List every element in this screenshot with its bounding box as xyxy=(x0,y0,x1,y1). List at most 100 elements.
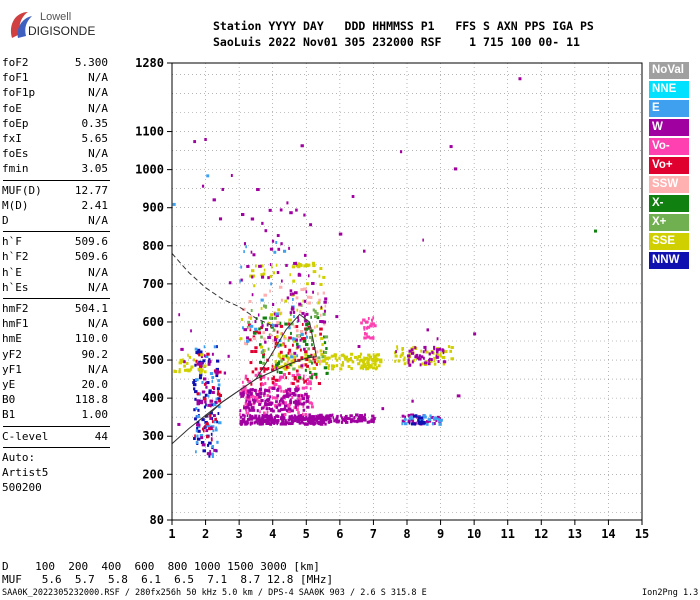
echo-mark xyxy=(282,249,287,253)
echo-mark xyxy=(247,400,252,404)
echo-mark xyxy=(324,297,328,301)
panel-separator xyxy=(3,231,110,233)
echo-mark xyxy=(316,421,320,425)
echo-mark xyxy=(215,426,218,430)
echo-mark xyxy=(250,269,255,273)
echo-mark xyxy=(394,351,397,355)
echo-mark xyxy=(305,323,308,327)
echo-mark xyxy=(216,397,221,401)
logo-swirl-icon xyxy=(10,12,32,38)
echo-mark xyxy=(243,341,248,345)
echo-mark xyxy=(287,410,291,414)
echo-mark xyxy=(214,428,218,432)
param-label: yE xyxy=(2,378,16,391)
echo-mark xyxy=(359,414,364,418)
echo-mark xyxy=(422,238,424,242)
echo-mark xyxy=(241,417,246,421)
echo-mark xyxy=(244,374,248,378)
echo-mark xyxy=(308,413,311,417)
echo-mark xyxy=(183,360,186,364)
echo-mark xyxy=(251,406,255,410)
echo-mark xyxy=(367,316,370,320)
legend: NoVal NNE E W Vo- Vo+ SSW X- X+ SSE NNW xyxy=(649,62,691,271)
echo-mark xyxy=(360,321,363,325)
echo-mark xyxy=(436,415,440,419)
echo-mark xyxy=(430,415,434,419)
legend-item-e: E xyxy=(649,100,689,117)
echo-mark xyxy=(257,331,262,335)
echo-mark xyxy=(324,335,329,339)
echo-mark xyxy=(300,366,304,370)
echo-mark xyxy=(423,415,427,419)
echo-mark xyxy=(282,390,286,394)
echo-mark xyxy=(317,292,319,296)
echo-mark xyxy=(277,418,280,422)
x-tick-label: 6 xyxy=(336,527,343,541)
echo-mark xyxy=(252,253,256,257)
echo-mark xyxy=(302,408,306,412)
echo-mark xyxy=(221,187,225,191)
echo-mark xyxy=(277,247,281,251)
echo-mark xyxy=(287,371,291,375)
echo-mark xyxy=(414,346,417,350)
echo-mark xyxy=(302,336,306,340)
echo-mark xyxy=(200,399,204,403)
echo-mark xyxy=(280,415,284,419)
echo-mark xyxy=(254,416,257,420)
param-label: foEp xyxy=(2,116,29,130)
echo-mark xyxy=(207,424,211,428)
echo-mark xyxy=(246,413,249,417)
echo-mark xyxy=(239,337,243,341)
echo-mark xyxy=(363,358,366,362)
echo-mark xyxy=(241,391,244,395)
echo-mark xyxy=(290,401,292,405)
echo-mark xyxy=(296,265,301,269)
echo-mark xyxy=(180,359,184,363)
y-tick-label: 300 xyxy=(142,429,164,443)
param-label: foF1 xyxy=(2,71,29,85)
echo-mark xyxy=(442,351,445,355)
echo-mark xyxy=(304,263,308,267)
echo-mark xyxy=(253,399,257,403)
echo-mark xyxy=(371,362,373,366)
echo-mark xyxy=(295,387,298,391)
echo-mark xyxy=(249,274,253,278)
echo-mark xyxy=(259,367,264,371)
echo-mark xyxy=(407,361,410,365)
legend-item-ssw: SSW xyxy=(649,176,689,193)
echo-mark xyxy=(304,327,308,331)
echo-mark xyxy=(239,279,241,283)
echo-mark xyxy=(248,315,251,319)
echo-mark xyxy=(304,299,307,303)
echo-mark xyxy=(246,336,250,340)
echo-mark xyxy=(410,422,414,426)
echo-mark xyxy=(290,409,294,413)
echo-mark xyxy=(428,352,431,356)
echo-mark xyxy=(359,418,362,422)
panel-separator xyxy=(3,179,110,181)
echo-mark xyxy=(190,329,192,333)
echo-mark xyxy=(262,394,266,398)
echo-mark xyxy=(397,359,401,363)
echo-mark xyxy=(356,420,359,424)
echo-mark xyxy=(374,357,379,361)
echo-mark xyxy=(400,150,403,154)
echo-mark xyxy=(449,145,453,149)
echo-mark xyxy=(365,367,367,371)
echo-mark xyxy=(259,377,262,381)
echo-mark xyxy=(209,411,213,415)
echo-mark xyxy=(243,390,245,394)
echo-mark xyxy=(264,367,269,371)
legend-item-x-: X+ xyxy=(649,214,689,231)
echo-mark xyxy=(246,422,249,426)
echo-mark xyxy=(275,363,279,367)
echo-mark xyxy=(438,347,442,351)
param-label: foE xyxy=(2,101,22,115)
echo-mark xyxy=(216,359,220,363)
echo-mark xyxy=(270,313,274,317)
echo-mark xyxy=(243,328,248,332)
echo-mark xyxy=(426,422,429,426)
echo-mark xyxy=(302,394,306,398)
echo-mark xyxy=(275,366,278,370)
echo-mark xyxy=(186,361,189,365)
